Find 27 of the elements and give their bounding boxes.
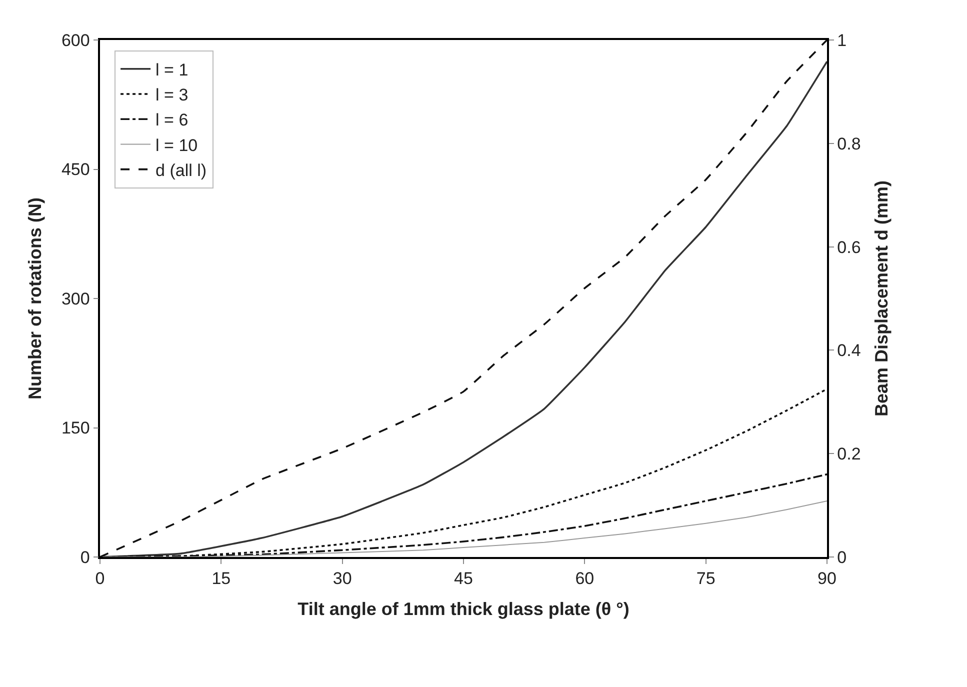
y2-tick-label: 0.6 bbox=[837, 238, 861, 257]
y2-tick-label: 0.2 bbox=[837, 444, 861, 464]
y-tick-label: 300 bbox=[61, 289, 90, 308]
legend-label: l = 3 bbox=[156, 86, 188, 105]
y-tick-label: 0 bbox=[80, 548, 90, 567]
x-axis-title: Tilt angle of 1mm thick glass plate (θ °) bbox=[298, 598, 630, 619]
y-tick-label: 450 bbox=[61, 160, 90, 180]
y2-tick-label: 0.4 bbox=[837, 341, 861, 360]
x-tick-label: 60 bbox=[575, 569, 594, 588]
legend-label: l = 10 bbox=[156, 136, 198, 155]
x-tick-label: 15 bbox=[212, 569, 231, 588]
y-tick-label: 600 bbox=[61, 30, 90, 50]
x-tick-label: 0 bbox=[95, 569, 105, 588]
y2-axis-title: Beam Displacement d (mm) bbox=[871, 180, 892, 417]
x-tick-label: 90 bbox=[818, 569, 836, 588]
legend-label: d (all l) bbox=[156, 160, 207, 180]
line-series bbox=[100, 500, 827, 557]
x-tick-label: 45 bbox=[454, 569, 473, 588]
legend-label: l = 6 bbox=[156, 110, 188, 130]
x-tick-label: 30 bbox=[332, 569, 352, 588]
y-axis-title: Number of rotations (N) bbox=[25, 198, 46, 400]
legend-label: l = 1 bbox=[156, 60, 188, 80]
y2-tick-label: 0.8 bbox=[837, 134, 861, 154]
x-tick-label: 75 bbox=[696, 569, 716, 588]
y2-tick-label: 0 bbox=[837, 548, 847, 567]
y-tick-label: 150 bbox=[61, 418, 90, 438]
y2-tick-label: 1 bbox=[837, 30, 847, 50]
